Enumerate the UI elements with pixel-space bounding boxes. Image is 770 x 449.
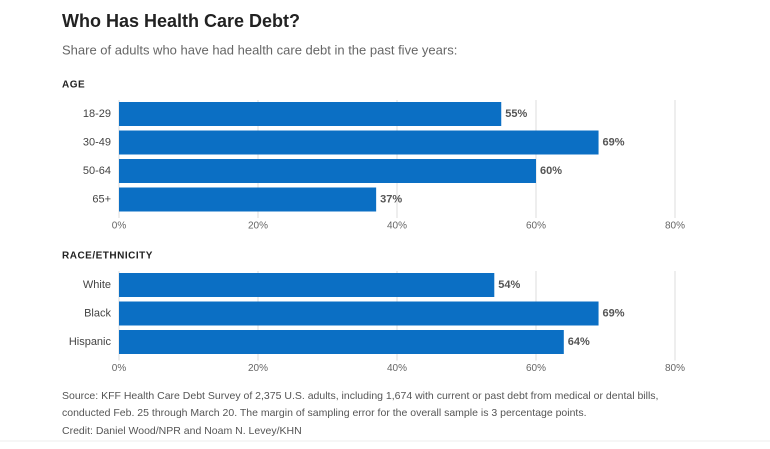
value-label: 69% [603,136,625,148]
y-tick-label: White [83,279,111,291]
bar [119,301,599,326]
source: Source: KFF Health Care Debt Survey of 2… [62,390,659,419]
section-title: AGE [62,80,85,91]
subtitle: Share of adults who have had health care… [62,42,457,57]
x-tick-label: 60% [526,221,546,232]
bar [119,330,564,354]
bar [119,159,536,183]
value-label: 54% [498,279,520,291]
x-tick-label: 0% [112,363,127,374]
y-tick-label: 65+ [92,193,111,205]
value-label: 64% [568,336,590,348]
x-tick-label: 0% [112,221,127,232]
x-tick-label: 80% [665,221,685,232]
page-title: Who Has Health Care Debt? [62,11,300,31]
y-tick-label: 30-49 [83,136,111,148]
bar [119,187,377,212]
bar [119,102,502,126]
y-tick-label: Hispanic [69,336,112,348]
x-tick-label: 20% [248,221,268,232]
bar [119,130,599,155]
section-title: RACE/ETHNICITY [62,251,153,262]
x-tick-label: 60% [526,363,546,374]
value-label: 60% [540,165,562,177]
x-tick-label: 80% [665,363,685,374]
credit: Credit: Daniel Wood/NPR and Noam N. Leve… [62,425,302,437]
x-tick-label: 40% [387,221,407,232]
bar [119,273,495,297]
value-label: 55% [505,108,527,120]
value-label: 37% [380,193,402,205]
x-tick-label: 20% [248,363,268,374]
y-tick-label: 18-29 [83,108,111,120]
y-tick-label: 50-64 [83,165,111,177]
value-label: 69% [603,307,625,319]
y-tick-label: Black [84,307,111,319]
x-tick-label: 40% [387,363,407,374]
